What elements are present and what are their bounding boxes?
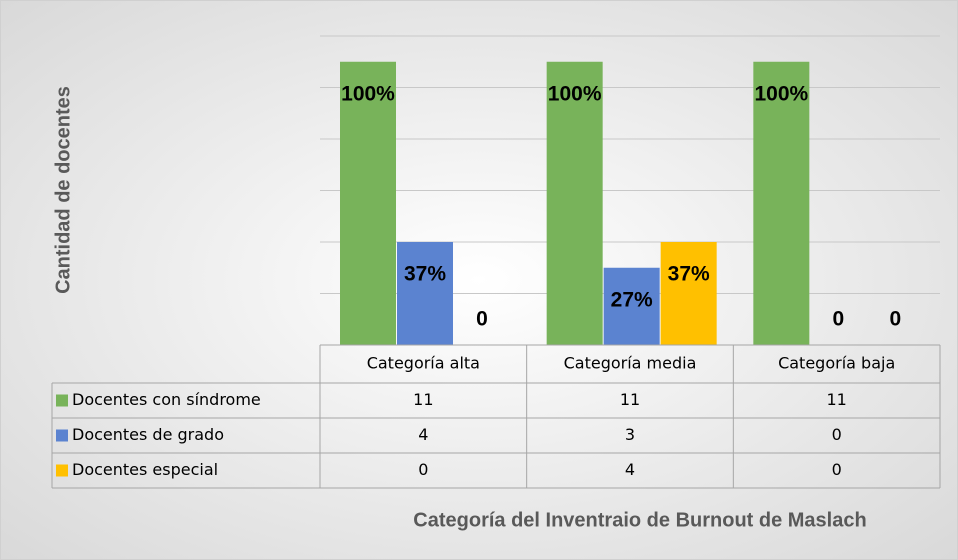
data-label: 0 (832, 308, 844, 331)
category-label: Categoría baja (778, 354, 895, 373)
data-label: 0 (476, 308, 488, 331)
legend-label: Docentes de grado (72, 425, 224, 444)
data-label: 100% (754, 82, 808, 105)
legend-swatch (56, 394, 68, 407)
table-value: 0 (832, 460, 842, 479)
x-axis-title: Categoría del Inventraio de Burnout de M… (413, 509, 866, 531)
bar (340, 61, 396, 345)
legend-swatch (56, 429, 68, 442)
y-axis-title: Cantidad de docentes (52, 86, 74, 294)
data-label: 27% (611, 288, 653, 311)
bar (603, 267, 660, 345)
data-label: 0 (889, 308, 901, 331)
bar (397, 242, 453, 345)
data-label: 100% (548, 82, 602, 105)
bar (546, 61, 603, 345)
table-value: 0 (832, 425, 842, 444)
table-value: 4 (418, 425, 428, 444)
table-value: 3 (625, 425, 635, 444)
table-value: 11 (620, 390, 640, 409)
category-label: Categoría media (564, 354, 697, 373)
legend-label: Docentes con síndrome (72, 390, 261, 409)
legend-swatch (56, 464, 68, 477)
bar (753, 61, 810, 345)
table-value: 11 (413, 390, 433, 409)
data-label: 100% (341, 82, 395, 105)
data-label: 37% (668, 263, 710, 286)
table-value: 0 (418, 460, 428, 479)
legend-label: Docentes especial (72, 460, 218, 479)
table-value: 4 (625, 460, 635, 479)
data-label: 37% (404, 263, 446, 286)
category-label: Categoría alta (367, 354, 480, 373)
bar (660, 242, 717, 345)
table-value: 11 (826, 390, 846, 409)
